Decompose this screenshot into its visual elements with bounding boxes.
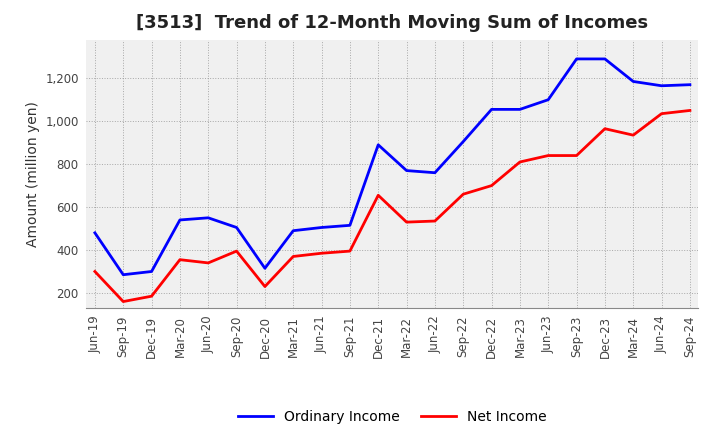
Net Income [544,153,552,158]
Ordinary Income [374,142,382,147]
Ordinary Income [431,170,439,176]
Net Income [431,218,439,224]
Net Income [176,257,184,262]
Legend: Ordinary Income, Net Income: Ordinary Income, Net Income [233,405,552,430]
Line: Net Income: Net Income [95,110,690,301]
Y-axis label: Amount (million yen): Amount (million yen) [26,101,40,247]
Net Income [487,183,496,188]
Ordinary Income [657,83,666,88]
Ordinary Income [148,269,156,274]
Ordinary Income [459,139,467,144]
Ordinary Income [261,266,269,271]
Net Income [91,269,99,274]
Net Income [685,108,694,113]
Net Income [657,111,666,116]
Net Income [148,293,156,299]
Ordinary Income [572,56,581,62]
Line: Ordinary Income: Ordinary Income [95,59,690,275]
Net Income [600,126,609,132]
Net Income [402,220,411,225]
Ordinary Income [233,225,241,230]
Net Income [233,249,241,254]
Ordinary Income [119,272,127,277]
Net Income [629,132,637,138]
Ordinary Income [487,107,496,112]
Net Income [204,260,212,266]
Ordinary Income [629,79,637,84]
Net Income [318,251,326,256]
Net Income [459,191,467,197]
Net Income [572,153,581,158]
Net Income [346,249,354,254]
Ordinary Income [544,97,552,103]
Ordinary Income [91,230,99,235]
Net Income [119,299,127,304]
Net Income [374,193,382,198]
Ordinary Income [289,228,297,233]
Net Income [261,284,269,289]
Ordinary Income [600,56,609,62]
Net Income [289,254,297,259]
Net Income [516,159,524,165]
Ordinary Income [346,223,354,228]
Ordinary Income [318,225,326,230]
Ordinary Income [176,217,184,223]
Ordinary Income [516,107,524,112]
Ordinary Income [402,168,411,173]
Title: [3513]  Trend of 12-Month Moving Sum of Incomes: [3513] Trend of 12-Month Moving Sum of I… [136,15,649,33]
Ordinary Income [204,215,212,220]
Ordinary Income [685,82,694,87]
